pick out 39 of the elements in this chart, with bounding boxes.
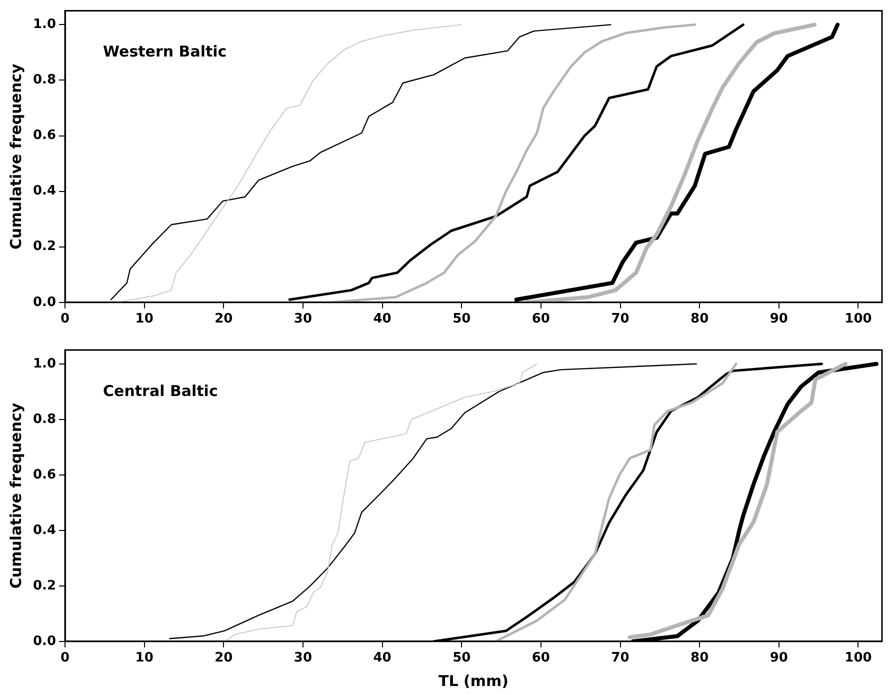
x-tick-label: 80 (690, 650, 709, 666)
x-tick-label: 30 (294, 312, 312, 327)
y-tick-label: 1.0 (33, 356, 56, 372)
y-tick-label: 0.2 (33, 578, 56, 594)
y-tick-label: 0.0 (33, 634, 56, 649)
x-tick-label: 50 (452, 650, 471, 666)
x-tick-label: 20 (214, 650, 233, 666)
y-tick-label: 1.0 (33, 17, 56, 32)
annotation: Western Baltic (103, 42, 227, 61)
x-tick-label: 40 (373, 650, 392, 666)
y-tick-label: 0.6 (33, 467, 56, 482)
x-tick-label: 80 (690, 312, 709, 327)
y-tick-label: 0.6 (33, 128, 56, 144)
y-tick-label: 0.4 (33, 184, 56, 199)
x-tick-label: 0 (60, 312, 70, 327)
x-tick-label: 70 (611, 312, 630, 327)
y-tick-label: 0.0 (33, 294, 56, 310)
x-tick-label: 60 (532, 650, 550, 666)
x-tick-label: 100 (844, 312, 872, 327)
x-tick-label: 0 (60, 650, 70, 666)
y-axis-title: Cumulative frequency (6, 63, 25, 250)
x-tick-label: 20 (214, 312, 233, 327)
x-tick-label: 50 (452, 312, 471, 327)
x-tick-label: 60 (532, 312, 550, 327)
x-tick-label: 40 (373, 312, 392, 327)
y-tick-label: 0.4 (33, 522, 56, 538)
x-tick-label: 30 (294, 650, 312, 666)
x-tick-label: 100 (844, 650, 872, 666)
x-axis-title: TL (mm) (438, 672, 509, 690)
y-tick-label: 0.8 (33, 412, 56, 427)
x-tick-label: 90 (770, 312, 788, 327)
annotation: Central Baltic (103, 382, 218, 400)
y-axis-title: Cumulative frequency (6, 402, 25, 589)
x-tick-label: 70 (611, 650, 630, 666)
y-tick-label: 0.2 (33, 239, 56, 254)
y-tick-label: 0.8 (33, 72, 56, 88)
x-tick-label: 10 (135, 650, 154, 666)
x-tick-label: 90 (770, 650, 788, 666)
x-tick-label: 10 (135, 312, 154, 327)
